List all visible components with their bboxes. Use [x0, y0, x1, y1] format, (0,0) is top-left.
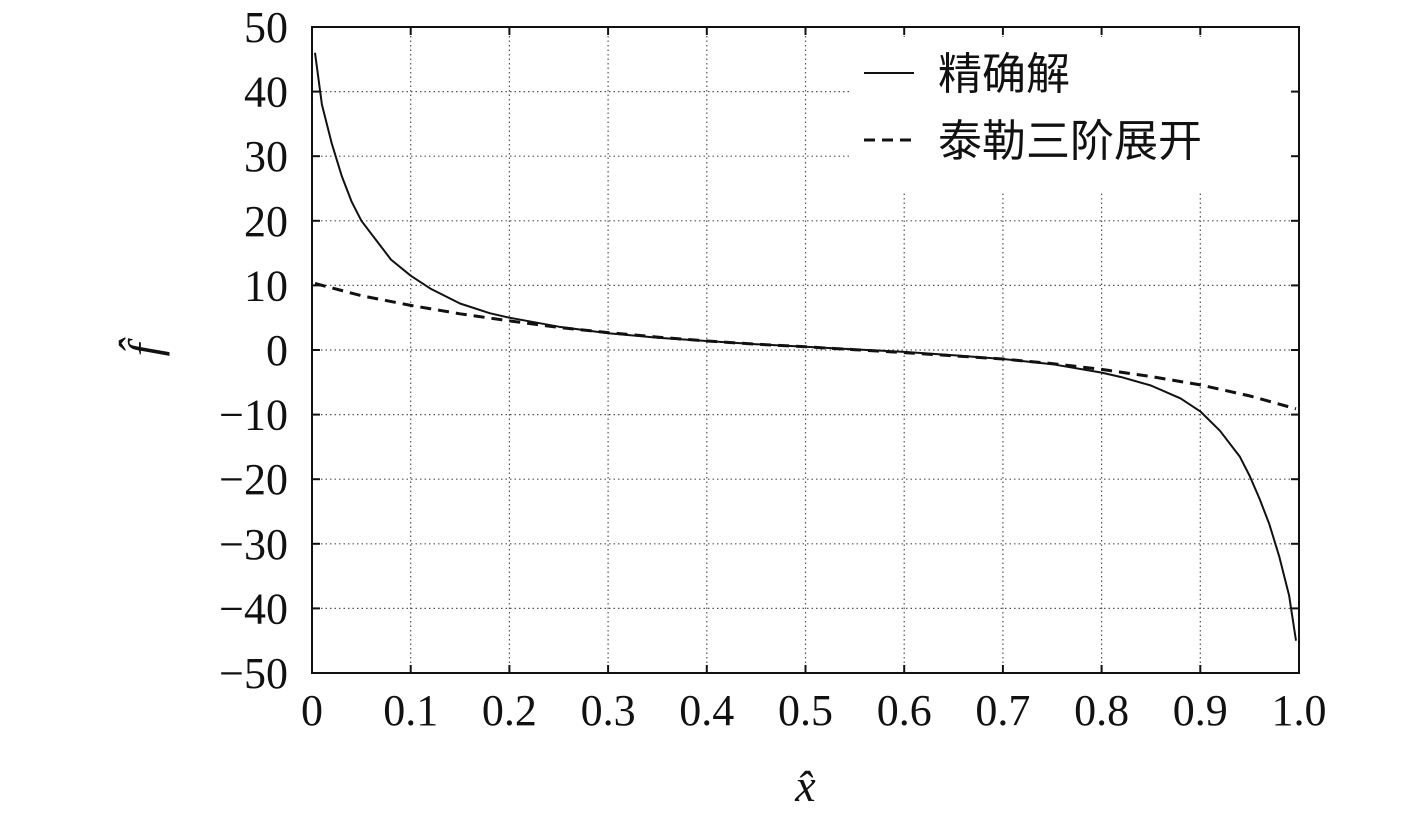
y-tick-label: 40: [244, 68, 288, 117]
legend-label-2: 泰勒三阶展开: [938, 116, 1202, 167]
x-tick-label: 0.5: [778, 686, 833, 735]
x-tick-label: 0.2: [482, 686, 537, 735]
y-tick-label: 10: [244, 261, 288, 310]
y-tick-label: −40: [219, 584, 288, 633]
x-tick-label: 0.1: [383, 686, 438, 735]
y-tick-label: −30: [219, 520, 288, 569]
x-axis-label: x̂: [794, 760, 816, 811]
x-tick-label: 0.4: [679, 686, 734, 735]
y-tick-label: −20: [219, 455, 288, 504]
ticks: 0 0.1 0.2 0.3 0.4 0.5 0.6 0.7 0.8 0.9 1.0 50 40 30 20 1…: [219, 3, 1326, 735]
series-line-2: [314, 282, 1297, 411]
y-tick-label: 30: [244, 132, 288, 181]
x-tick-label: 1.0: [1272, 686, 1327, 735]
y-tick-label: 50: [244, 3, 288, 52]
x-tick-label: 0.7: [975, 686, 1030, 735]
y-tick-label: 20: [244, 197, 288, 246]
x-tick-label: 0.3: [581, 686, 636, 735]
legend-label-1: 精确解: [938, 49, 1070, 100]
x-tick-label: 0: [301, 686, 323, 735]
x-tick-label: 0.6: [877, 686, 932, 735]
y-tick-label: −50: [219, 649, 288, 698]
series-group: [314, 52, 1297, 641]
y-tick-label: 0: [266, 326, 288, 375]
legend-box: [852, 37, 1295, 191]
y-tick-label: −10: [219, 391, 288, 440]
x-tick-label: 0.9: [1173, 686, 1228, 735]
x-tick-label: 0.8: [1074, 686, 1129, 735]
